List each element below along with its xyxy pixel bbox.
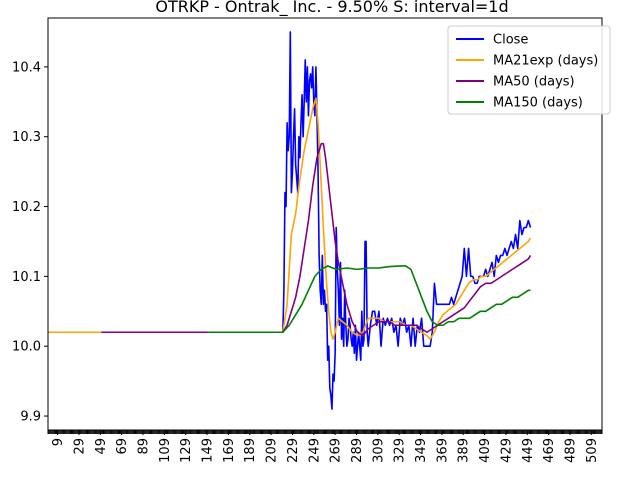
y-tick-label: 10.2 [12,200,41,215]
x-tick-label: 449 [521,438,536,463]
series-layer [48,31,532,410]
y-tick-label: 9.9 [20,410,41,425]
x-tick-label: 89 [137,438,152,455]
x-tick-label: 229 [286,438,301,463]
x-tick-label: 309 [371,438,386,463]
x-tick-label: 389 [457,438,472,463]
chart-title: OTRKP - Ontrak_ Inc. - 9.50% S: interval… [155,0,508,17]
x-tick-label: 269 [329,438,344,463]
x-tick-label: 289 [350,438,365,463]
legend-label-3: MA50 (days) [493,75,575,90]
x-tick-label: 9 [51,438,66,446]
x-tick-label: 409 [478,438,493,463]
y-tick-label: 10.1 [12,270,41,285]
plot-border [47,17,603,431]
x-tick-label: 189 [243,438,258,463]
x-tick-label: 69 [115,438,130,455]
series-line-4 [208,265,531,334]
x-tick-label: 29 [72,438,87,455]
legend-label-1: Close [493,33,528,48]
x-tick-label: 149 [201,438,216,463]
x-tick-label: 369 [435,438,450,463]
x-tick-label: 129 [179,438,194,463]
legend: Close MA21exp (days) MA50 (days) MA150 (day… [447,25,611,115]
x-tick-label: 469 [542,438,557,463]
y-tick-label: 10.4 [12,60,41,75]
x-tick-label: 109 [158,438,173,463]
x-tick-label: 429 [499,438,514,463]
series-line-3 [101,142,532,337]
legend-box [447,25,611,115]
axes-layer: 9.9 10.0 10.1 10.2 10.3 10.4 9 29 49 69 89 109 129 14… [12,17,603,463]
legend-label-2: MA21exp (days) [493,54,598,69]
x-tick-label: 349 [414,438,429,463]
x-tick-label: 509 [585,438,600,463]
x-tick-label: 49 [94,438,109,455]
x-tick-label: 209 [265,438,280,463]
legend-label-4: MA150 (days) [493,96,583,111]
x-tick-label: 489 [563,438,578,463]
x-tick-label: 329 [393,438,408,463]
y-tick-label: 10.0 [12,340,41,355]
y-tick-label: 10.3 [12,130,41,145]
series-line-1 [282,31,532,410]
x-tick-label: 169 [222,438,237,463]
x-tick-label: 249 [307,438,322,463]
